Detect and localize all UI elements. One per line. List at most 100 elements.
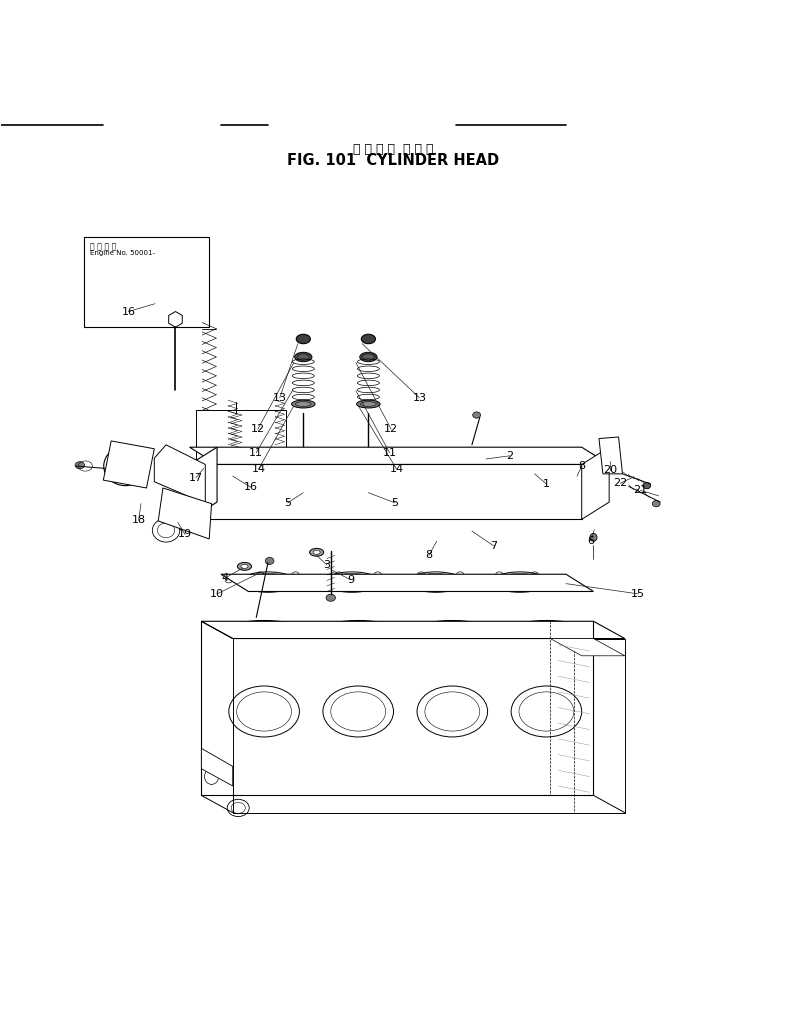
Ellipse shape bbox=[326, 594, 335, 602]
Text: FIG. 101  CYLINDER HEAD: FIG. 101 CYLINDER HEAD bbox=[287, 152, 500, 168]
Ellipse shape bbox=[652, 500, 660, 506]
Ellipse shape bbox=[234, 450, 256, 459]
Ellipse shape bbox=[341, 479, 371, 502]
Ellipse shape bbox=[297, 354, 309, 360]
Text: 13: 13 bbox=[412, 393, 427, 403]
Polygon shape bbox=[168, 312, 183, 327]
Text: 11: 11 bbox=[382, 448, 397, 457]
Ellipse shape bbox=[251, 479, 281, 502]
Ellipse shape bbox=[307, 453, 316, 458]
Ellipse shape bbox=[431, 479, 461, 502]
Ellipse shape bbox=[295, 402, 311, 406]
Polygon shape bbox=[154, 445, 205, 503]
Text: Engine No. 50001-: Engine No. 50001- bbox=[90, 250, 155, 256]
Text: 17: 17 bbox=[189, 473, 203, 483]
Text: 12: 12 bbox=[251, 425, 265, 434]
Text: 10: 10 bbox=[210, 589, 224, 598]
Ellipse shape bbox=[484, 478, 492, 483]
Polygon shape bbox=[103, 441, 154, 488]
Ellipse shape bbox=[560, 464, 569, 471]
Ellipse shape bbox=[75, 461, 84, 469]
Ellipse shape bbox=[493, 453, 502, 458]
Text: 18: 18 bbox=[131, 516, 146, 525]
Text: シ リ ン ダ  ヘ ッ ド: シ リ ン ダ ヘ ッ ド bbox=[353, 142, 434, 155]
Ellipse shape bbox=[361, 335, 375, 344]
Ellipse shape bbox=[473, 412, 481, 418]
Ellipse shape bbox=[525, 482, 547, 499]
Ellipse shape bbox=[494, 495, 508, 505]
Ellipse shape bbox=[457, 450, 479, 459]
Ellipse shape bbox=[238, 563, 252, 570]
Ellipse shape bbox=[241, 565, 248, 569]
Ellipse shape bbox=[116, 458, 134, 474]
Bar bbox=[83, 237, 209, 327]
Ellipse shape bbox=[404, 495, 418, 505]
Ellipse shape bbox=[104, 446, 147, 486]
Ellipse shape bbox=[364, 488, 372, 493]
Polygon shape bbox=[582, 447, 609, 520]
Polygon shape bbox=[190, 447, 609, 464]
Text: 6: 6 bbox=[588, 536, 595, 546]
Text: 19: 19 bbox=[178, 529, 192, 539]
Ellipse shape bbox=[363, 354, 375, 360]
Ellipse shape bbox=[323, 512, 331, 517]
Text: 14: 14 bbox=[252, 464, 266, 474]
Ellipse shape bbox=[414, 450, 436, 459]
Ellipse shape bbox=[367, 450, 389, 459]
Ellipse shape bbox=[313, 495, 327, 505]
Ellipse shape bbox=[496, 464, 504, 471]
Bar bbox=[196, 409, 286, 469]
Ellipse shape bbox=[467, 450, 474, 455]
Text: 適 用 号 機: 適 用 号 機 bbox=[90, 242, 116, 252]
Text: 16: 16 bbox=[244, 482, 258, 492]
Text: 16: 16 bbox=[121, 307, 135, 316]
Ellipse shape bbox=[360, 402, 376, 406]
Text: 13: 13 bbox=[273, 393, 286, 403]
Ellipse shape bbox=[316, 464, 326, 471]
Text: 3: 3 bbox=[323, 560, 331, 570]
Ellipse shape bbox=[313, 550, 320, 554]
Text: 8: 8 bbox=[578, 461, 586, 471]
Text: 7: 7 bbox=[490, 541, 497, 551]
Ellipse shape bbox=[547, 450, 569, 459]
Ellipse shape bbox=[345, 482, 367, 499]
Text: 21: 21 bbox=[634, 485, 648, 495]
Ellipse shape bbox=[643, 483, 651, 489]
Polygon shape bbox=[190, 447, 217, 520]
Text: 11: 11 bbox=[249, 448, 264, 457]
Polygon shape bbox=[158, 488, 212, 539]
Ellipse shape bbox=[379, 488, 392, 497]
Ellipse shape bbox=[527, 512, 534, 517]
Ellipse shape bbox=[235, 481, 242, 486]
Ellipse shape bbox=[407, 464, 416, 471]
Text: 12: 12 bbox=[384, 425, 398, 434]
Ellipse shape bbox=[357, 400, 380, 408]
Ellipse shape bbox=[294, 352, 312, 362]
Ellipse shape bbox=[470, 488, 482, 497]
Ellipse shape bbox=[265, 558, 274, 565]
Polygon shape bbox=[201, 749, 233, 786]
Text: 20: 20 bbox=[603, 464, 617, 475]
Text: 9: 9 bbox=[347, 575, 354, 585]
Ellipse shape bbox=[228, 464, 238, 471]
Ellipse shape bbox=[435, 482, 457, 499]
Text: 1: 1 bbox=[543, 479, 550, 489]
Polygon shape bbox=[599, 437, 623, 474]
Text: 8: 8 bbox=[425, 550, 432, 561]
Text: 14: 14 bbox=[390, 464, 404, 474]
Ellipse shape bbox=[309, 548, 323, 557]
Polygon shape bbox=[201, 621, 625, 638]
Ellipse shape bbox=[585, 453, 594, 458]
Ellipse shape bbox=[296, 335, 310, 344]
Ellipse shape bbox=[560, 488, 572, 497]
Ellipse shape bbox=[255, 482, 277, 499]
Ellipse shape bbox=[323, 450, 345, 459]
Ellipse shape bbox=[291, 400, 315, 408]
Text: 5: 5 bbox=[392, 498, 398, 507]
Ellipse shape bbox=[590, 533, 597, 541]
Polygon shape bbox=[550, 638, 625, 656]
Text: 15: 15 bbox=[631, 589, 645, 598]
Ellipse shape bbox=[576, 474, 582, 482]
Ellipse shape bbox=[289, 488, 301, 497]
Text: 4: 4 bbox=[221, 573, 228, 583]
